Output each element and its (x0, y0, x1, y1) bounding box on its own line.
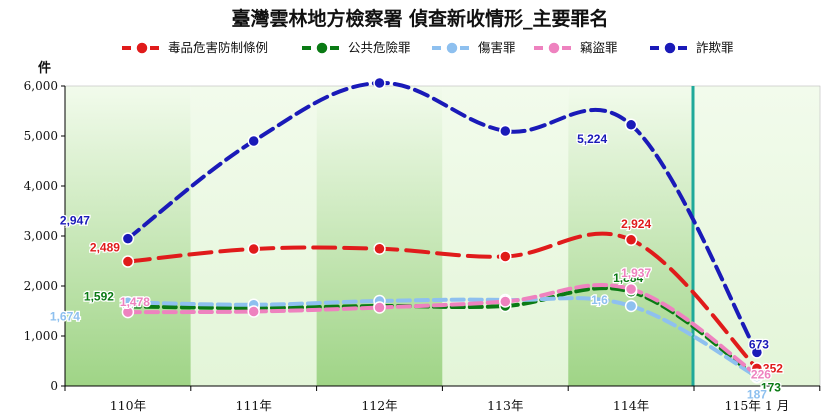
data-point (121, 305, 135, 319)
data-point (373, 242, 386, 255)
background-bands (65, 86, 820, 386)
legend-swatch-marker (315, 41, 329, 55)
band-1 (190, 86, 317, 386)
y-axis: 0 1,000 2,000 3,000 4,000 5,000 6,000 (24, 79, 66, 393)
data-label: 1,674 (50, 309, 80, 323)
data-label: 352 (763, 361, 783, 375)
data-point (499, 295, 512, 308)
data-label: 1,884 (613, 271, 643, 285)
legend-item: 傷害罪 (432, 40, 516, 55)
data-label: 226 (751, 368, 771, 382)
legend-item: 詐欺罪 (650, 40, 734, 55)
data-label: 673 (749, 337, 769, 351)
x-axis: 110年 111年 112年 113年 114年 115年 1 月 (64, 385, 821, 413)
series-lines (125, 80, 759, 380)
legend-label: 毒品危害防制條例 (168, 40, 268, 55)
data-label: 5,224 (577, 132, 607, 146)
data-label: 1,478 (120, 295, 150, 309)
series-line (125, 283, 759, 377)
series-line (125, 80, 759, 355)
legend-swatch-marker (445, 41, 459, 55)
data-point (247, 305, 260, 318)
y-tick-label: 6,000 (24, 79, 58, 93)
data-label: 2,924 (621, 217, 651, 231)
data-point (750, 368, 764, 381)
data-label: 1,937 (621, 266, 651, 280)
legend-swatch-marker (663, 41, 677, 55)
legend-label: 傷害罪 (478, 40, 516, 55)
chart-title: 臺灣雲林地方檢察署 偵查新收情形_主要罪名 (231, 7, 608, 30)
data-point (750, 346, 764, 359)
data-label: 1,6 (591, 293, 608, 307)
legend-item: 毒品危害防制條例 (122, 40, 268, 55)
x-tick-label: 113年 (487, 398, 523, 413)
x-tick-label: 114年 (613, 398, 649, 413)
y-tick-label: 2,000 (24, 279, 58, 293)
y-tick-label: 3,000 (24, 229, 58, 243)
data-point (121, 255, 135, 268)
legend-swatch-marker (547, 41, 561, 55)
x-tick-label: 110年 (110, 398, 146, 413)
data-point (247, 242, 260, 256)
legend-item: 竊盜罪 (534, 40, 618, 55)
data-point (624, 299, 638, 313)
x-tick-label: 111年 (236, 398, 272, 413)
data-labels: 2,489 2,924 352 1,592 1,884 173 1,674 1,6 187 1,4… (49, 131, 785, 403)
legend-label: 詐欺罪 (696, 40, 734, 55)
data-point (624, 233, 638, 247)
data-point (121, 232, 135, 245)
series-line (125, 296, 759, 379)
series-line (125, 286, 759, 380)
data-label: 187 (747, 388, 767, 402)
series-line (125, 231, 759, 371)
data-label: 173 (761, 380, 781, 394)
series-markers (121, 76, 764, 384)
y-tick-label: 4,000 (24, 179, 58, 193)
y-tick-label: 5,000 (24, 129, 58, 143)
data-point (373, 76, 386, 90)
data-point (624, 118, 638, 132)
legend-item: 公共危險罪 (302, 40, 411, 55)
x-tick-label: 115年 1 月 (725, 398, 790, 413)
y-tick-label: 1,000 (24, 329, 58, 343)
legend-label: 公共危險罪 (348, 40, 411, 55)
data-label: 1,592 (84, 289, 114, 303)
data-point (499, 250, 512, 263)
legend: 毒品危害防制條例 公共危險罪 傷害罪 竊盜罪 詐欺罪 (122, 40, 734, 55)
y-tick-label: 0 (50, 379, 58, 393)
data-label: 2,489 (90, 241, 120, 255)
data-point (373, 301, 386, 314)
data-point (624, 282, 638, 296)
legend-label: 竊盜罪 (580, 40, 618, 55)
x-tick-label: 112年 (361, 398, 397, 413)
data-point (499, 124, 512, 138)
legend-swatch-marker (135, 41, 149, 55)
band-5 (694, 86, 820, 386)
y-axis-label: 件 (38, 60, 51, 76)
band-2 (316, 86, 443, 386)
data-label: 2,947 (60, 214, 90, 228)
data-point (247, 134, 260, 148)
